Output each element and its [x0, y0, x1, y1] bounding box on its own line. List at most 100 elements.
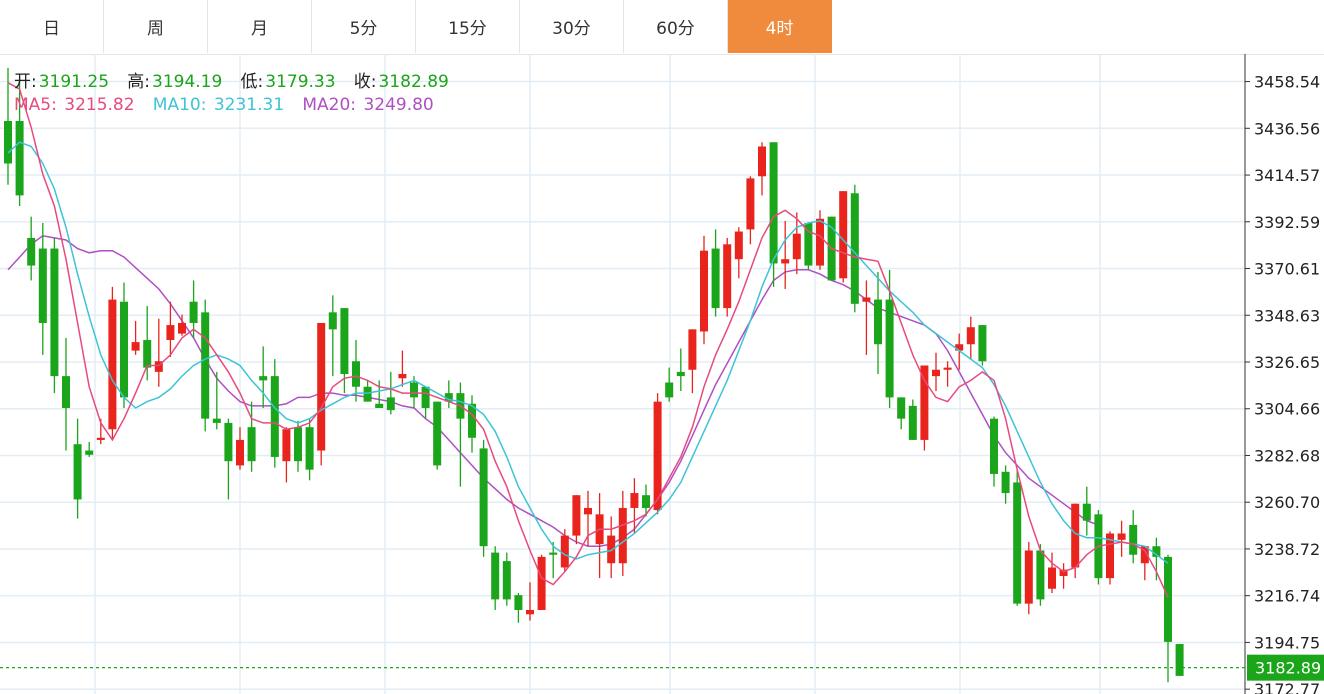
candle-body-17 [201, 312, 210, 419]
candle-body-22 [259, 376, 268, 381]
candle-body-73 [850, 193, 859, 304]
candle-body-18 [212, 418, 221, 423]
y-tick-label-12: 3194.75 [1254, 633, 1320, 652]
candle-body-9 [108, 299, 117, 430]
candle-body-89 [1036, 550, 1045, 600]
candle-body-27 [317, 322, 326, 451]
candlestick-chart: 3458.54 3436.56 3414.57 3392.59 3370.61 3348.… [0, 54, 1324, 694]
y-tick-label-10: 3238.72 [1254, 540, 1320, 559]
candle-body-66 [769, 142, 778, 264]
candle-body-32 [375, 403, 384, 409]
candle-body-60 [700, 250, 708, 332]
candle-body-81 [943, 367, 952, 370]
candle-body-20 [236, 439, 244, 466]
candle-body-30 [352, 361, 360, 387]
candle-body-53 [618, 507, 627, 564]
ma20-layer [7, 235, 1099, 547]
last-price-badge [1247, 654, 1324, 681]
tab-3[interactable]: 5分 [312, 0, 416, 53]
candle-body-33 [386, 397, 395, 411]
candle-body-31 [363, 386, 372, 402]
candle-body-84 [978, 325, 987, 362]
y-tick-label-6: 3326.65 [1254, 353, 1320, 372]
y-tick-label-2: 3414.57 [1254, 166, 1320, 185]
candle-body-79 [920, 365, 929, 440]
low-value: 3179.33 [265, 72, 336, 92]
candle-body-14 [166, 325, 175, 340]
candle-body-21 [247, 427, 256, 462]
tab-6[interactable]: 60分 [624, 0, 728, 53]
candle-body-96 [1117, 533, 1126, 540]
candle-body-100 [1164, 556, 1172, 642]
candle-body-68 [792, 233, 801, 260]
open-value: 3191.25 [38, 72, 110, 92]
ma20-label: MA20: [302, 95, 357, 115]
candle-body-88 [1024, 550, 1033, 604]
candle-body-8 [96, 437, 105, 440]
tab-4[interactable]: 15分 [416, 0, 520, 53]
y-tick-label-5: 3348.63 [1254, 306, 1320, 325]
ma-lines-layer [7, 82, 1169, 598]
candle-body-95 [1106, 533, 1114, 579]
tab-0[interactable]: 日 [0, 0, 104, 53]
candle-body-58 [676, 371, 685, 377]
ma-readout: MA5: 3215.82 MA10: 3231.31 MA20: 3249.80 [14, 95, 436, 115]
candle-body-86 [1001, 471, 1010, 494]
candle-body-70 [816, 218, 824, 266]
ma5-value: 3215.82 [64, 95, 135, 115]
tab-2[interactable]: 月 [208, 0, 312, 53]
candle-body-75 [874, 299, 882, 345]
candle-body-61 [711, 248, 720, 309]
candle-body-15 [178, 322, 186, 334]
candle-body-29 [340, 308, 349, 374]
period-tabs: 日周月 5分 15分 30分 60分 4时 [0, 0, 1324, 55]
candle-body-74 [862, 297, 871, 302]
candle-body-11 [131, 342, 140, 351]
candle-body-45 [526, 610, 534, 615]
candle-body-10 [120, 301, 128, 398]
tab-1[interactable]: 周 [104, 0, 208, 53]
candle-body-36 [421, 386, 430, 409]
y-tick-label-4: 3370.61 [1254, 260, 1320, 279]
y-tick-label-1: 3436.56 [1254, 119, 1320, 138]
candle-body-12 [143, 339, 152, 368]
high-label: 高: [127, 72, 150, 92]
tab-7[interactable]: 4时 [728, 0, 832, 53]
candle-body-77 [897, 397, 906, 419]
close-value: 3182.89 [378, 72, 449, 92]
candle-body-69 [804, 223, 813, 266]
candle-body-13 [154, 361, 163, 372]
candle-body-48 [560, 535, 569, 568]
ma10-value: 3231.31 [213, 95, 285, 115]
candle-body-62 [723, 244, 732, 309]
ma20-line [7, 235, 1099, 547]
candle-body-91 [1059, 569, 1068, 576]
candle-body-65 [758, 146, 766, 177]
candle-body-35 [410, 382, 418, 398]
candle-body-41 [479, 448, 488, 547]
open-label: 开: [14, 72, 37, 92]
candle-body-99 [1152, 546, 1161, 557]
candle-body-76 [885, 299, 894, 398]
grid-lines [0, 54, 1245, 694]
candle-body-78 [908, 405, 917, 440]
candle-body-82 [955, 344, 964, 351]
candle-body-64 [746, 178, 755, 230]
candle-body-42 [491, 552, 500, 600]
candle-body-37 [433, 401, 442, 466]
candle-body-52 [607, 535, 616, 564]
candle-body-80 [932, 369, 940, 377]
close-label: 收: [353, 72, 377, 92]
candle-body-28 [328, 312, 337, 330]
candle-body-19 [224, 422, 233, 462]
candle-body-93 [1082, 503, 1091, 521]
candle-body-23 [270, 376, 279, 457]
candle-body-57 [665, 382, 674, 398]
candle-body-3 [38, 248, 47, 323]
y-axis: 3458.54 3436.56 3414.57 3392.59 3370.61 3348.… [0, 54, 1324, 694]
tab-5[interactable]: 30分 [520, 0, 624, 53]
ma10-line [7, 141, 1169, 564]
candle-body-44 [514, 595, 523, 611]
candle-body-54 [630, 493, 639, 508]
candle-body-67 [781, 259, 790, 264]
